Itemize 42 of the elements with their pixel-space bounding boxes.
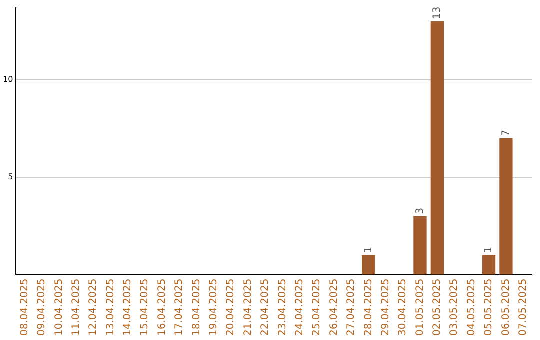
x-tick-label: 25.04.2025 — [312, 278, 323, 336]
x-tick-label: 15.04.2025 — [140, 278, 151, 336]
x-tick-label: 23.04.2025 — [277, 278, 288, 336]
bar — [430, 21, 444, 275]
data-label: 3 — [414, 208, 426, 214]
data-label: 1 — [484, 246, 495, 254]
x-tick-label: 22.04.2025 — [260, 278, 272, 336]
x-tick-label: 11.04.2025 — [70, 278, 82, 336]
bar — [362, 255, 376, 275]
x-tick-label: 05.05.2025 — [484, 278, 495, 336]
bar — [482, 255, 496, 275]
x-tick-label: 12.04.2025 — [88, 278, 100, 336]
x-tick-label: 06.05.2025 — [500, 278, 512, 336]
x-tick-label: 04.05.2025 — [466, 278, 478, 336]
x-tick-label: 02.05.2025 — [432, 278, 444, 336]
x-tick-label: 21.04.2025 — [242, 278, 254, 336]
x-tick-label: 09.04.2025 — [36, 278, 48, 336]
x-tick-label: 28.04.2025 — [363, 278, 374, 336]
x-tick-label: 24.04.2025 — [294, 278, 306, 336]
data-label: 1 — [363, 246, 374, 254]
y-tick-label: 10 — [2, 74, 14, 84]
x-tick-label: 30.04.2025 — [398, 278, 409, 336]
bar — [414, 216, 427, 275]
x-tick-label: 10.04.2025 — [54, 278, 65, 336]
x-tick-label: 18.04.2025 — [191, 278, 202, 336]
x-tick-label: 08.04.2025 — [19, 278, 30, 336]
bar — [500, 138, 513, 275]
x-tick-label: 07.05.2025 — [518, 278, 529, 336]
x-tick-label: 29.04.2025 — [380, 278, 392, 336]
x-tick-label: 19.04.2025 — [208, 278, 220, 336]
x-tick-label: 16.04.2025 — [156, 278, 168, 336]
x-tick-label: 01.05.2025 — [414, 278, 426, 336]
x-tick-label: 17.04.2025 — [174, 278, 186, 336]
x-tick-label: 14.04.2025 — [122, 278, 134, 336]
data-label: 13 — [432, 6, 444, 20]
data-label: 7 — [500, 130, 512, 136]
x-tick-label: 26.04.2025 — [328, 278, 340, 336]
x-tick-label: 13.04.2025 — [105, 278, 116, 336]
x-tick-label: 27.04.2025 — [346, 278, 358, 336]
x-tick-label: 03.05.2025 — [449, 278, 460, 336]
y-tick-label: 5 — [8, 172, 14, 182]
x-tick-label: 20.04.2025 — [226, 278, 237, 336]
